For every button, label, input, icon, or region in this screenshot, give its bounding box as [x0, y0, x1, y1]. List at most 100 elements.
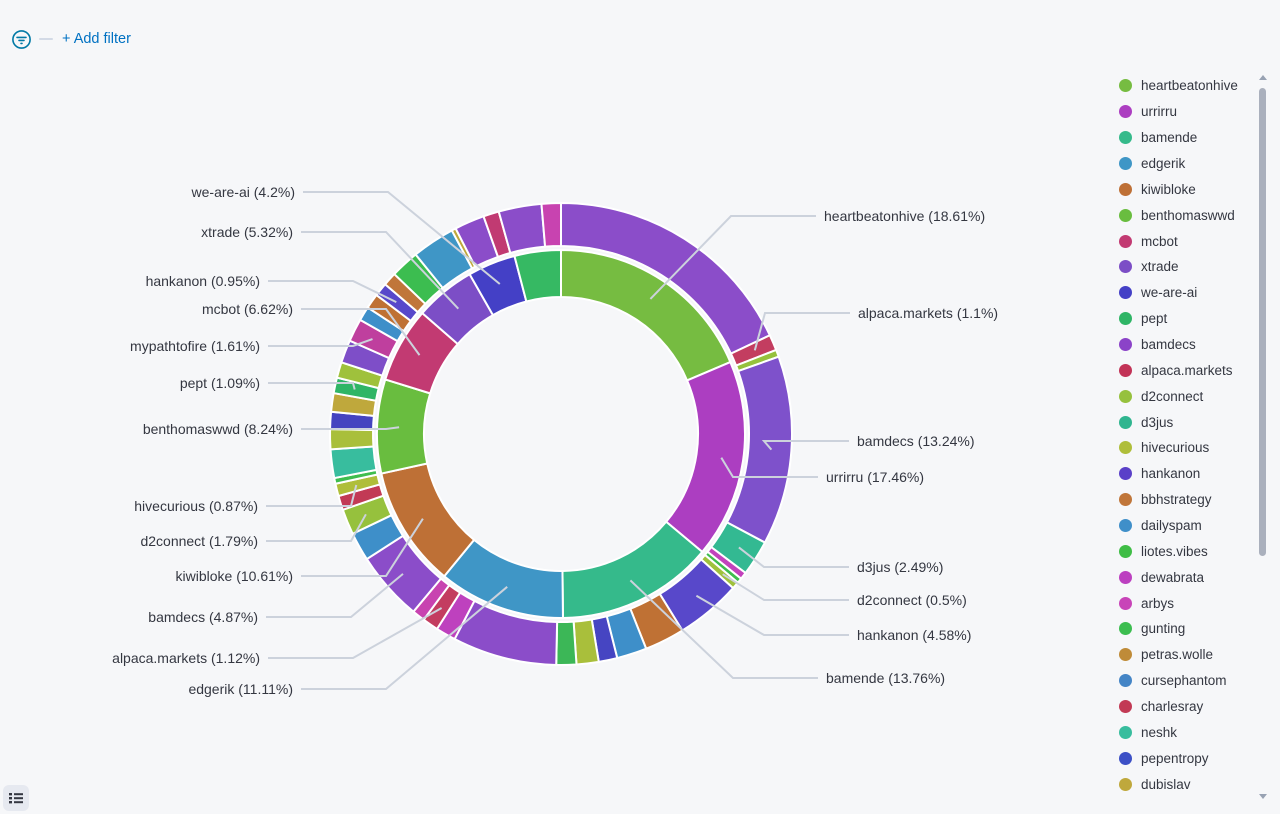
legend-scrollbar[interactable]	[1259, 88, 1266, 556]
legend-item-urrirru[interactable]: urrirru	[1112, 99, 1252, 125]
callout-line	[266, 484, 358, 507]
slice-label: benthomaswwd (8.24%)	[142, 421, 293, 437]
pie-subslice-segment-25[interactable]	[328, 428, 375, 451]
legend-item-bamende[interactable]: bamende	[1112, 125, 1252, 151]
slice-label: hankanon (4.58%)	[857, 627, 972, 643]
legend-color-dot	[1119, 208, 1132, 222]
legend-item-kiwibloke[interactable]: kiwibloke	[1112, 176, 1252, 202]
legend-item-d2connect[interactable]: d2connect	[1112, 383, 1252, 409]
legend-color-dot	[1119, 363, 1132, 377]
pie-slice-benthomaswwd[interactable]	[376, 378, 432, 475]
callout-line	[722, 573, 849, 601]
legend-item-hivecurious[interactable]: hivecurious	[1112, 435, 1252, 461]
callout-line	[649, 215, 816, 300]
legend-scroll-down-icon[interactable]	[1259, 794, 1267, 799]
legend-item-charlesray[interactable]: charlesray	[1112, 694, 1252, 720]
callout-line	[301, 586, 508, 690]
legend-item-alpaca.markets[interactable]: alpaca.markets	[1112, 357, 1252, 383]
legend-item-label: alpaca.markets	[1141, 362, 1233, 378]
legend-toggle-button[interactable]	[3, 785, 29, 811]
legend-color-dot	[1119, 157, 1132, 170]
legend-item-heartbeatonhive[interactable]: heartbeatonhive	[1112, 73, 1252, 99]
legend-item-dewabrata[interactable]: dewabrata	[1112, 564, 1252, 590]
legend-item-arbys[interactable]: arbys	[1112, 590, 1252, 616]
legend-color-dot	[1119, 182, 1132, 196]
slice-label: mypathtofire (1.61%)	[130, 338, 260, 354]
legend-item-petras.wolle[interactable]: petras.wolle	[1112, 642, 1252, 668]
callout-line	[266, 573, 404, 618]
legend-color-dot	[1119, 674, 1132, 688]
legend-item-xtrade[interactable]: xtrade	[1112, 254, 1252, 280]
legend-item-label: charlesray	[1141, 699, 1204, 715]
callout-line	[738, 546, 849, 568]
callout-line	[268, 382, 356, 390]
legend-item-d3jus[interactable]: d3jus	[1112, 409, 1252, 435]
legend-item-dubislav[interactable]: dubislav	[1112, 771, 1252, 797]
filter-separator-dash	[39, 38, 53, 40]
legend-color-dot	[1119, 260, 1132, 274]
legend-color-dot	[1119, 648, 1132, 662]
chart-legend: heartbeatonhive urrirru bamende edgerik kiwi…	[1112, 73, 1252, 797]
legend-item-label: bbhstrategy	[1141, 492, 1212, 508]
legend-item-label: arbys	[1141, 595, 1175, 611]
slice-label: d3jus (2.49%)	[857, 559, 944, 575]
pie-subslice-segment-42[interactable]	[540, 201, 562, 248]
filter-icon[interactable]	[11, 29, 32, 50]
legend-item-benthomaswwd[interactable]: benthomaswwd	[1112, 202, 1252, 228]
pie-subslice-segment-13[interactable]	[555, 620, 578, 666]
legend-item-hankanon[interactable]: hankanon	[1112, 461, 1252, 487]
legend-color-dot	[1119, 725, 1132, 739]
legend-item-neshk[interactable]: neshk	[1112, 719, 1252, 745]
legend-item-label: dubislav	[1141, 776, 1191, 792]
legend-item-label: xtrade	[1141, 259, 1179, 275]
legend-item-label: bamende	[1141, 130, 1198, 146]
legend-item-bbhstrategy[interactable]: bbhstrategy	[1112, 487, 1252, 513]
legend-item-edgerik[interactable]: edgerik	[1112, 151, 1252, 177]
slice-label: d2connect (1.79%)	[140, 533, 258, 549]
legend-item-label: pepentropy	[1141, 750, 1209, 766]
slice-label: bamdecs (13.24%)	[857, 433, 975, 449]
legend-item-label: dailyspam	[1141, 518, 1202, 534]
legend-item-liotes.vibes[interactable]: liotes.vibes	[1112, 538, 1252, 564]
legend-item-pepentropy[interactable]: pepentropy	[1112, 745, 1252, 771]
legend-item-mcbot[interactable]: mcbot	[1112, 228, 1252, 254]
legend-color-dot	[1119, 622, 1132, 636]
legend-scroll-up-icon[interactable]	[1259, 75, 1267, 80]
legend-item-label: urrirru	[1141, 104, 1177, 120]
legend-color-dot	[1119, 544, 1132, 558]
pie-slice-segment-9[interactable]	[513, 248, 562, 303]
legend-color-dot	[1119, 286, 1132, 300]
slice-label: hankanon (0.95%)	[145, 273, 260, 289]
legend-color-dot	[1119, 493, 1132, 507]
slice-label: we-are-ai (4.2%)	[191, 184, 295, 200]
legend-item-pept[interactable]: pept	[1112, 306, 1252, 332]
legend-item-bamdecs[interactable]: bamdecs	[1112, 332, 1252, 358]
add-filter-button[interactable]: + Add filter	[62, 31, 131, 47]
callout-line	[301, 426, 400, 430]
legend-item-label: mcbot	[1141, 233, 1178, 249]
legend-item-label: hivecurious	[1141, 440, 1210, 456]
legend-color-dot	[1119, 467, 1132, 481]
legend-color-dot	[1119, 570, 1132, 584]
legend-item-cursephantom[interactable]: cursephantom	[1112, 668, 1252, 694]
slice-label: mcbot (6.62%)	[201, 301, 293, 317]
slice-label: xtrade (5.32%)	[201, 224, 293, 240]
legend-color-dot	[1119, 234, 1132, 248]
slice-label: alpaca.markets (1.1%)	[858, 305, 999, 321]
legend-item-gunting[interactable]: gunting	[1112, 616, 1252, 642]
legend-item-label: we-are-ai	[1141, 285, 1198, 301]
legend-item-we-are-ai[interactable]: we-are-ai	[1112, 280, 1252, 306]
callout-line	[268, 280, 397, 303]
legend-item-label: edgerik	[1141, 156, 1186, 171]
legend-item-label: d2connect	[1141, 388, 1204, 404]
legend-item-label: pept	[1141, 311, 1168, 327]
legend-item-label: hankanon	[1141, 466, 1201, 482]
legend-item-label: bamdecs	[1141, 337, 1196, 353]
legend-color-dot	[1119, 79, 1132, 93]
legend-color-dot	[1119, 312, 1132, 326]
callout-line	[301, 308, 421, 356]
legend-item-label: gunting	[1141, 621, 1186, 637]
callout-line	[268, 607, 443, 659]
legend-item-dailyspam[interactable]: dailyspam	[1112, 513, 1252, 539]
slice-label: alpaca.markets (1.12%)	[112, 650, 260, 666]
